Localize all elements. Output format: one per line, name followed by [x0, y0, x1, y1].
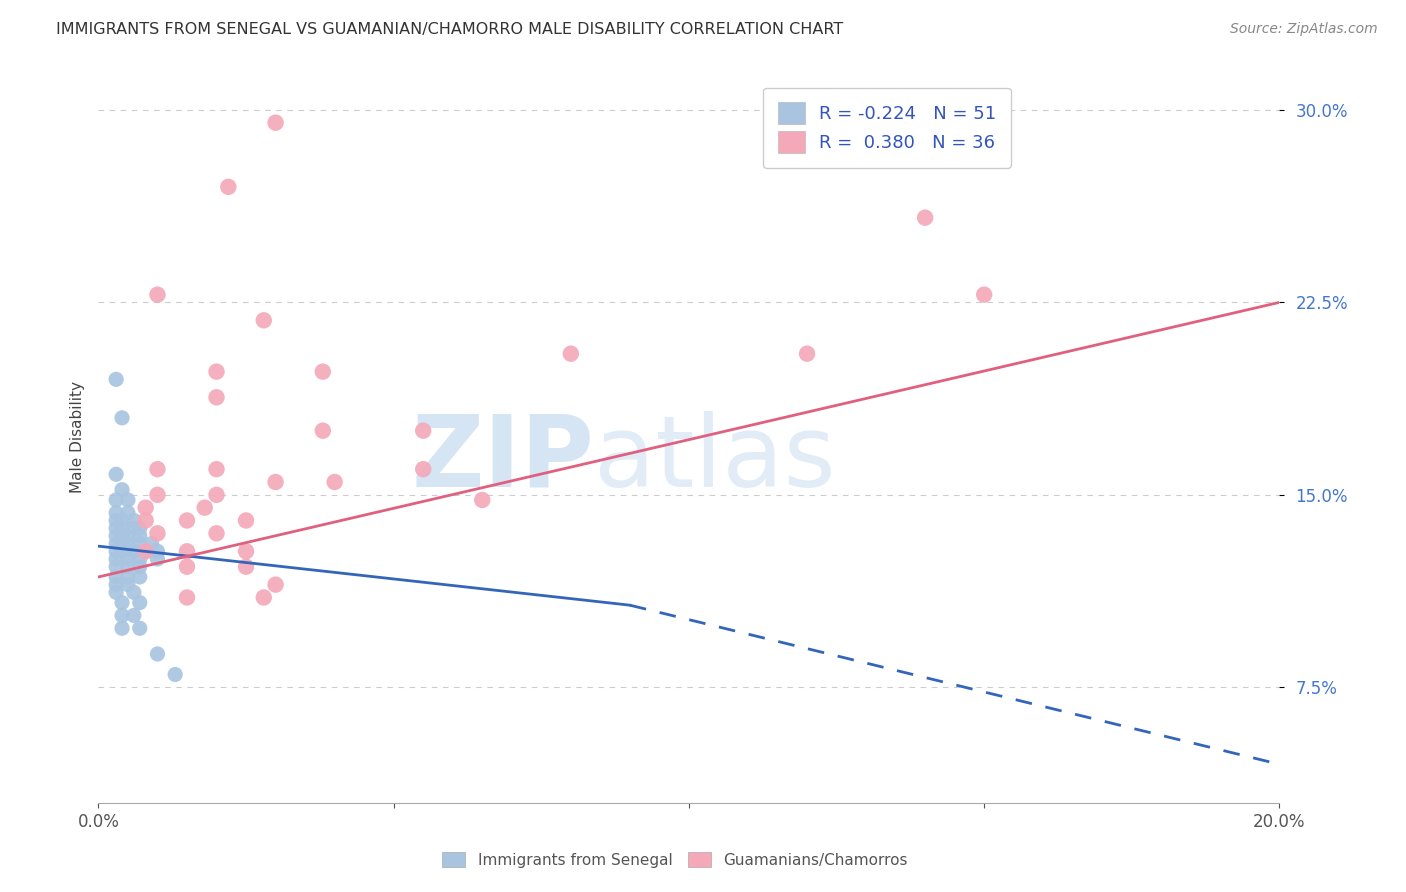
Point	[412, 462, 434, 476]
Point	[323, 475, 346, 489]
Point	[117, 506, 139, 520]
Point	[117, 492, 139, 507]
Point	[176, 544, 198, 558]
Point	[205, 365, 228, 379]
Point	[111, 544, 134, 558]
Point	[264, 475, 287, 489]
Point	[122, 521, 145, 535]
Point	[973, 287, 995, 301]
Point	[165, 667, 187, 681]
Point	[264, 577, 287, 591]
Point	[146, 552, 169, 566]
Point	[105, 372, 128, 386]
Point	[105, 467, 128, 482]
Point	[111, 514, 134, 528]
Point	[194, 500, 217, 515]
Point	[111, 483, 134, 497]
Point	[105, 492, 128, 507]
Text: IMMIGRANTS FROM SENEGAL VS GUAMANIAN/CHAMORRO MALE DISABILITY CORRELATION CHART: IMMIGRANTS FROM SENEGAL VS GUAMANIAN/CHA…	[56, 22, 844, 37]
Point	[205, 488, 228, 502]
Point	[122, 544, 145, 558]
Point	[796, 346, 818, 360]
Point	[412, 424, 434, 438]
Point	[135, 500, 157, 515]
Point	[128, 596, 150, 610]
Point	[235, 559, 257, 574]
Point	[146, 287, 169, 301]
Point	[135, 544, 157, 558]
Point	[111, 529, 134, 543]
Point	[141, 536, 163, 550]
Point	[122, 514, 145, 528]
Point	[312, 365, 335, 379]
Point	[205, 390, 228, 404]
Point	[111, 410, 134, 425]
Point	[146, 488, 169, 502]
Point	[105, 521, 128, 535]
Point	[105, 529, 128, 543]
Point	[128, 621, 150, 635]
Point	[146, 544, 169, 558]
Point	[122, 585, 145, 599]
Point	[117, 552, 139, 566]
Point	[312, 424, 335, 438]
Point	[264, 116, 287, 130]
Point	[117, 529, 139, 543]
Point	[128, 570, 150, 584]
Point	[471, 492, 494, 507]
Point	[176, 591, 198, 605]
Point	[122, 608, 145, 623]
Point	[205, 526, 228, 541]
Point	[105, 570, 128, 584]
Text: atlas: atlas	[595, 410, 837, 508]
Point	[117, 570, 139, 584]
Point	[253, 313, 276, 327]
Point	[253, 591, 276, 605]
Point	[128, 559, 150, 574]
Point	[111, 536, 134, 550]
Point	[117, 536, 139, 550]
Text: Source: ZipAtlas.com: Source: ZipAtlas.com	[1230, 22, 1378, 37]
Point	[117, 559, 139, 574]
Point	[105, 506, 128, 520]
Point	[105, 585, 128, 599]
Point	[105, 559, 128, 574]
Point	[111, 608, 134, 623]
Point	[105, 536, 128, 550]
Point	[128, 529, 150, 543]
Point	[128, 536, 150, 550]
Point	[146, 462, 169, 476]
Point	[105, 544, 128, 558]
Point	[105, 577, 128, 591]
Point	[205, 462, 228, 476]
Y-axis label: Male Disability: Male Disability	[69, 381, 84, 493]
Point	[235, 544, 257, 558]
Text: ZIP: ZIP	[412, 410, 595, 508]
Point	[135, 514, 157, 528]
Point	[146, 647, 169, 661]
Point	[111, 596, 134, 610]
Point	[146, 526, 169, 541]
Point	[105, 514, 128, 528]
Point	[217, 179, 239, 194]
Point	[135, 544, 157, 558]
Point	[560, 346, 582, 360]
Point	[128, 521, 150, 535]
Point	[117, 577, 139, 591]
Point	[105, 552, 128, 566]
Point	[235, 514, 257, 528]
Point	[128, 552, 150, 566]
Legend: R = -0.224   N = 51, R =  0.380   N = 36: R = -0.224 N = 51, R = 0.380 N = 36	[763, 87, 1011, 168]
Point	[176, 559, 198, 574]
Point	[111, 621, 134, 635]
Point	[176, 514, 198, 528]
Legend: Immigrants from Senegal, Guamanians/Chamorros: Immigrants from Senegal, Guamanians/Cham…	[434, 844, 915, 875]
Point	[111, 521, 134, 535]
Point	[914, 211, 936, 225]
